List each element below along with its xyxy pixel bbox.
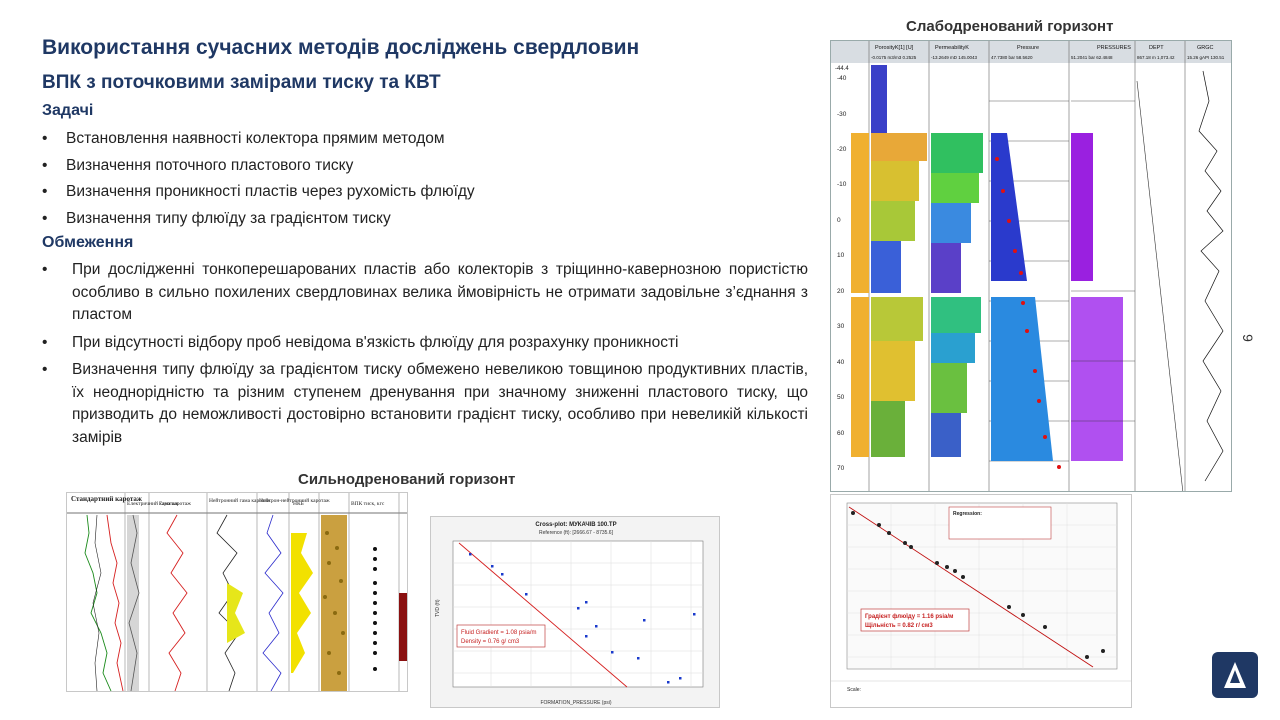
- crossplot-weak-regression: Regression:: [953, 511, 982, 517]
- log-weak-depth-tick: -30: [837, 111, 847, 118]
- crossplot-strong-density: Density = 0.76 g/ cm3: [461, 639, 520, 645]
- log-weak-chart: PorosityK[1] [U] PermeabilityK Pressure …: [831, 41, 1231, 491]
- crossplot-strong-title: Cross-plot: МУКАЧІВ 100.ТР: [535, 522, 616, 528]
- log-strong-header-2: Гама каротаж: [159, 501, 191, 507]
- list-item: Визначення проникності пластів через рух…: [42, 179, 602, 206]
- caption-weak: Слабодренований горизонт: [906, 18, 1114, 35]
- triangle-logo-icon: [1224, 662, 1246, 688]
- list-item: Визначення типу флюїду за градієнтом тис…: [42, 206, 602, 233]
- tasks-heading: Задачі: [42, 102, 94, 119]
- log-weak-header-5: GRGC: [1197, 45, 1214, 51]
- log-weak-range-2: 47.7380 bar 58.5620: [991, 55, 1033, 60]
- log-weak-depth-tick: 0: [837, 217, 841, 224]
- log-strong-header-4: Нейтрон-нейтронний каротаж: [259, 497, 330, 504]
- log-weak-panel: PorosityK[1] [U] PermeabilityK Pressure …: [830, 40, 1232, 492]
- log-strong-header-0: Стандартний каротаж: [71, 495, 143, 503]
- list-item: Визначення типу флюїду за градієнтом тис…: [42, 359, 808, 449]
- log-weak-depth-tick: -20: [837, 146, 847, 153]
- log-weak-depth-tick: 20: [837, 288, 845, 295]
- crossplot-weak-panel: Regression: Градієнт флюїду = 1.16 psia/…: [830, 494, 1132, 708]
- crossplot-strong-subtitle: Reference (ft): [2666.67 - 8735.6]: [539, 530, 614, 536]
- log-weak-depth-tick: -40: [837, 75, 847, 82]
- log-strong-header-5: НКБ: [293, 501, 304, 507]
- list-item: Встановлення наявності колектора прямим …: [42, 126, 602, 153]
- limitations-heading: Обмеження: [42, 234, 134, 251]
- log-weak-depth-tick: 30: [837, 323, 845, 330]
- crossplot-weak-density: Щільність = 0.82 г/ см3: [865, 623, 933, 629]
- log-strong-chart: Стандартний каротаж Електричний каротаж …: [67, 493, 407, 691]
- limitations-list: При дослідженні тонкоперешарованих пласт…: [42, 259, 808, 454]
- slide-subtitle: ВПК з поточковими замірами тиску та КВТ: [42, 72, 441, 93]
- log-weak-range-4: 867.18 m 1,073.42: [1137, 55, 1175, 60]
- crossplot-strong-chart: Cross-plot: МУКАЧІВ 100.ТР Reference (ft…: [431, 517, 719, 707]
- log-weak-depth-tick: 70: [837, 465, 845, 472]
- log-weak-top-value: -44.4: [835, 66, 849, 72]
- slide-title: Використання сучасних методів досліджень…: [42, 36, 640, 59]
- crossplot-weak-scale: Scale:: [847, 687, 861, 693]
- log-weak-depth-tick: -10: [837, 181, 847, 188]
- log-strong-header-3: Нейтронний гама каротаж: [209, 497, 271, 504]
- log-weak-header-3: PRESSURES: [1097, 45, 1131, 51]
- company-logo: [1212, 652, 1258, 698]
- log-weak-header-4: DEPT: [1149, 45, 1164, 51]
- caption-strong: Сильнодренований горизонт: [298, 471, 516, 488]
- log-strong-panel: Стандартний каротаж Електричний каротаж …: [66, 492, 408, 692]
- tasks-list: Встановлення наявності колектора прямим …: [42, 126, 602, 232]
- list-item: Визначення поточного пластового тиску: [42, 153, 602, 180]
- log-weak-depth-tick: 40: [837, 359, 845, 366]
- crossplot-strong-xlabel: FORMATION_PRESSURE (psi): [540, 700, 611, 706]
- crossplot-strong-ylabel: TVD (ft): [435, 599, 441, 617]
- log-weak-range-5: 15.26 gAPI 130.51: [1187, 55, 1225, 60]
- crossplot-weak-gradient: Градієнт флюїду = 1.16 psia/м: [865, 613, 954, 620]
- crossplot-weak-chart: Regression: Градієнт флюїду = 1.16 psia/…: [831, 495, 1131, 707]
- log-weak-header-0: PorosityK[1] [U]: [875, 45, 914, 51]
- page-number: 9: [1239, 334, 1256, 342]
- log-weak-depth-tick: 10: [837, 252, 845, 259]
- list-item: При відсутності відбору проб невідома в'…: [42, 332, 808, 355]
- log-weak-range-0: -0.0175 m3/m3 0.2525: [871, 55, 917, 60]
- log-weak-header-1: PermeabilityK: [935, 45, 969, 51]
- crossplot-strong-gradient: Fluid Gradient = 1.08 psia/m: [461, 630, 537, 636]
- log-weak-range-3: 51.2041 bar 62.4848: [1071, 55, 1113, 60]
- crossplot-strong-panel: Cross-plot: МУКАЧІВ 100.ТР Reference (ft…: [430, 516, 720, 708]
- log-weak-header-2: Pressure: [1017, 45, 1039, 51]
- log-weak-depth-tick: 50: [837, 394, 845, 401]
- list-item: При дослідженні тонкоперешарованих пласт…: [42, 259, 808, 327]
- log-strong-header-6: ВПК тиск, кгс: [351, 501, 385, 507]
- log-strong-header-1: Електричний каротаж: [127, 500, 179, 507]
- log-weak-range-1: -13.2649 mD 145.0043: [931, 55, 978, 60]
- log-weak-depth-tick: 60: [837, 430, 845, 437]
